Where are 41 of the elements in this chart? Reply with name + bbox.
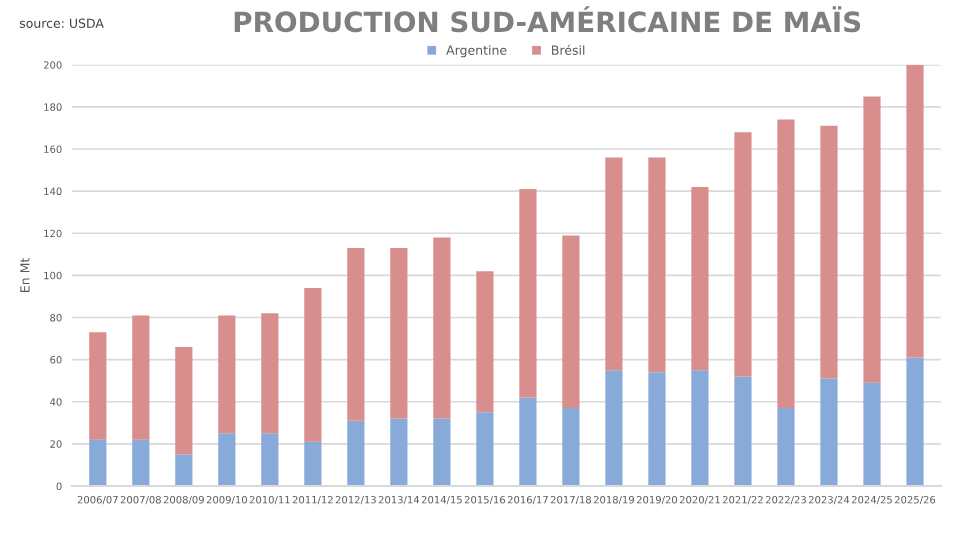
bar: [175, 347, 193, 455]
bar: [906, 357, 924, 486]
bar: [820, 125, 838, 379]
bar: [863, 382, 881, 486]
bar: [390, 248, 408, 419]
bar: [175, 454, 193, 486]
bar: [519, 397, 537, 486]
bar: [648, 157, 666, 373]
bar: [648, 372, 666, 486]
bar: [347, 248, 365, 421]
bar: [820, 378, 838, 486]
bar: [347, 420, 365, 486]
bar: [691, 186, 709, 371]
bar: [519, 189, 537, 398]
bar: [261, 313, 279, 434]
bar: [691, 370, 709, 486]
bar: [734, 132, 752, 377]
bar: [562, 235, 580, 409]
bar: [777, 119, 795, 409]
bar: [863, 96, 881, 383]
bar: [89, 439, 107, 486]
bar: [777, 408, 795, 486]
bar: [89, 332, 107, 440]
bar: [218, 315, 236, 434]
bar: [734, 376, 752, 486]
bar: [476, 271, 494, 413]
bar: [304, 288, 322, 442]
bar: [433, 237, 451, 419]
bar: [261, 433, 279, 486]
bar: [132, 439, 150, 486]
bar: [433, 418, 451, 486]
bar: [304, 441, 322, 486]
bar: [605, 157, 623, 371]
bar: [906, 64, 924, 358]
chart-title: PRODUCTION SUD-AMÉRICAINE DE MAÏS: [234, 6, 861, 33]
bar: [562, 408, 580, 486]
bar: [390, 418, 408, 486]
bar: [605, 370, 623, 486]
bar: [132, 315, 150, 440]
bar: [218, 433, 236, 486]
bar: [476, 412, 494, 486]
